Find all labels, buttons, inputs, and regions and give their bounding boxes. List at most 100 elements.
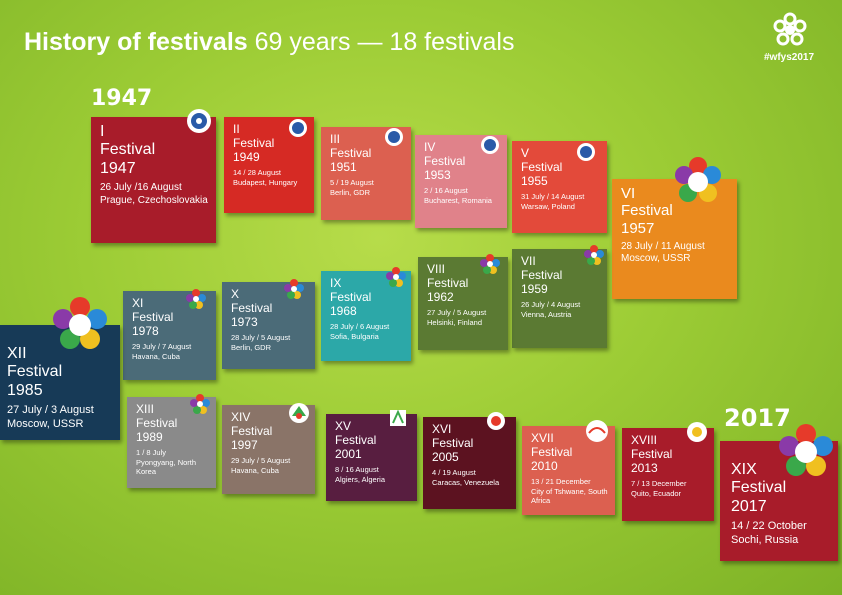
festival-place: Budapest, Hungary (233, 177, 298, 187)
brand-hashtag: #wfys2017 (764, 52, 815, 63)
festival-label: Festival (136, 415, 178, 430)
festival-year: 2001 (335, 446, 362, 461)
festival-label: Festival (521, 267, 563, 282)
festival-place: Berlin, GDR (330, 187, 371, 197)
festival-label: Festival (731, 479, 787, 497)
festival-number: XVI (432, 422, 452, 436)
festival-1959-emblem-icon (584, 245, 604, 265)
festival-1989-emblem-icon (190, 394, 210, 414)
festival-number: VII (521, 254, 536, 268)
festival-2017-flower-emblem-icon (779, 424, 833, 476)
festival-2010-emblem-icon (586, 420, 608, 442)
festival-year: 1947 (100, 159, 136, 177)
festival-year: 1959 (521, 281, 548, 296)
festival-dates: 14 / 28 August (233, 168, 281, 178)
festival-number: II (233, 122, 240, 136)
festival-place: Moscow, USSR (7, 417, 84, 430)
festival-year: 1997 (231, 437, 258, 452)
festival-dates: 7 / 13 December (631, 479, 687, 489)
festival-dates: 31 July / 14 August (521, 192, 585, 202)
festival-label: Festival (631, 446, 673, 461)
festival-1955-emblem-icon (577, 143, 595, 161)
festival-number: XIX (731, 461, 757, 478)
wfys-logo-icon (773, 12, 807, 46)
festival-place: Sochi, Russia (731, 533, 799, 546)
festival-number: XII (7, 345, 27, 362)
festival-place: Sofia, Bulgaria (330, 331, 379, 341)
festival-number: VI (621, 185, 636, 202)
festival-number: III (330, 132, 341, 146)
festival-dates: 14 / 22 October (731, 520, 807, 533)
festival-number: VIII (427, 262, 446, 276)
festival-dates: 27 July / 5 August (427, 308, 487, 318)
festival-year: 1957 (621, 219, 655, 237)
festival-number: V (521, 146, 530, 160)
festival-1953-emblem-icon (481, 136, 499, 154)
festival-dates: 28 July / 11 August (621, 240, 705, 252)
title-bold: History of festivals (24, 28, 248, 56)
festival-dates: 26 July /16 August (100, 182, 182, 194)
festival-label: Festival (521, 159, 563, 174)
festival-1968-emblem-icon (386, 267, 406, 287)
festival-number: IX (330, 276, 342, 290)
festival-number: XIV (231, 410, 251, 424)
festival-label: Festival (335, 432, 377, 447)
festival-card-1947[interactable]: I Festival 1947 26 July /16 August Pragu… (91, 117, 216, 243)
festival-label: Festival (231, 300, 273, 315)
start-year: 1947 (91, 86, 153, 111)
festival-number: X (231, 287, 240, 301)
festival-label: Festival (621, 202, 673, 220)
festival-1962-emblem-icon (480, 254, 500, 274)
festival-2005-emblem-icon (487, 412, 505, 430)
festival-label: Festival (427, 275, 469, 290)
festival-1951-emblem-icon (385, 128, 403, 146)
festival-2013-emblem-icon (687, 422, 707, 442)
festival-place: Havana, Cuba (132, 351, 180, 361)
festival-year: 1978 (132, 323, 159, 338)
festival-label: Festival (531, 444, 573, 459)
festival-place: Caracas, Venezuela (432, 477, 500, 487)
festival-year: 1955 (521, 173, 548, 188)
festival-number: I (100, 123, 105, 140)
festival-dates: 8 / 16 August (335, 465, 379, 475)
festival-number: XV (335, 419, 352, 433)
festival-place: Moscow, USSR (621, 253, 691, 265)
festival-dates: 26 July / 4 August (521, 300, 581, 310)
festival-dates: 28 July / 6 August (330, 322, 390, 332)
festival-year: 2013 (631, 460, 658, 475)
festival-label: Festival (424, 153, 466, 168)
title-subtitle: 69 years — 18 festivals (254, 28, 515, 56)
festival-label: Festival (231, 423, 273, 438)
festival-dates: 2 / 16 August (424, 186, 468, 196)
festival-card-1985[interactable]: XII Festival 1985 27 July / 3 August Mos… (0, 325, 120, 440)
festival-1957-flower-emblem-icon (675, 157, 721, 202)
festival-dates: 28 July / 5 August (231, 333, 291, 343)
festival-place: Pyongyang, North Korea (136, 457, 197, 477)
festival-year: 1953 (424, 167, 451, 182)
festival-label: Festival (233, 135, 275, 150)
festival-place: Algiers, Algeria (335, 474, 386, 484)
festival-number: IV (424, 140, 436, 154)
festival-year: 1973 (231, 314, 258, 329)
festival-number: XVIII (631, 433, 658, 447)
festival-card-1959[interactable]: VII Festival 1959 26 July / 4 August Vie… (512, 249, 607, 348)
festival-card-1968[interactable]: IX Festival 1968 28 July / 6 August Sofi… (321, 271, 411, 361)
festival-dates: 1 / 8 July (136, 448, 167, 458)
festival-2001-emblem-icon (390, 409, 406, 426)
festival-dates: 4 / 19 August (432, 468, 476, 478)
festival-place: Quito, Ecuador (631, 488, 682, 498)
festival-card-2005[interactable]: XVI Festival 2005 4 / 19 August Caracas,… (423, 417, 516, 509)
festival-year: 1989 (136, 429, 163, 444)
festival-year: 1985 (7, 381, 43, 399)
festival-1973-emblem-icon (284, 279, 304, 299)
festival-card-1957[interactable]: VI Festival 1957 28 July / 11 August Mos… (612, 179, 737, 299)
festival-place: Bucharest, Romania (424, 195, 492, 205)
festival-card-2013[interactable]: XVIII Festival 2013 7 / 13 December Quit… (622, 428, 714, 521)
festival-label: Festival (330, 289, 372, 304)
end-year: 2017 (724, 404, 791, 432)
festival-year: 1951 (330, 159, 357, 174)
festival-label: Festival (432, 435, 474, 450)
festival-card-2001[interactable]: XV Festival 2001 8 / 16 August Algiers, … (326, 414, 417, 501)
festival-number: XI (132, 296, 144, 310)
festival-place: City of Tshwane, South Africa (531, 486, 608, 506)
